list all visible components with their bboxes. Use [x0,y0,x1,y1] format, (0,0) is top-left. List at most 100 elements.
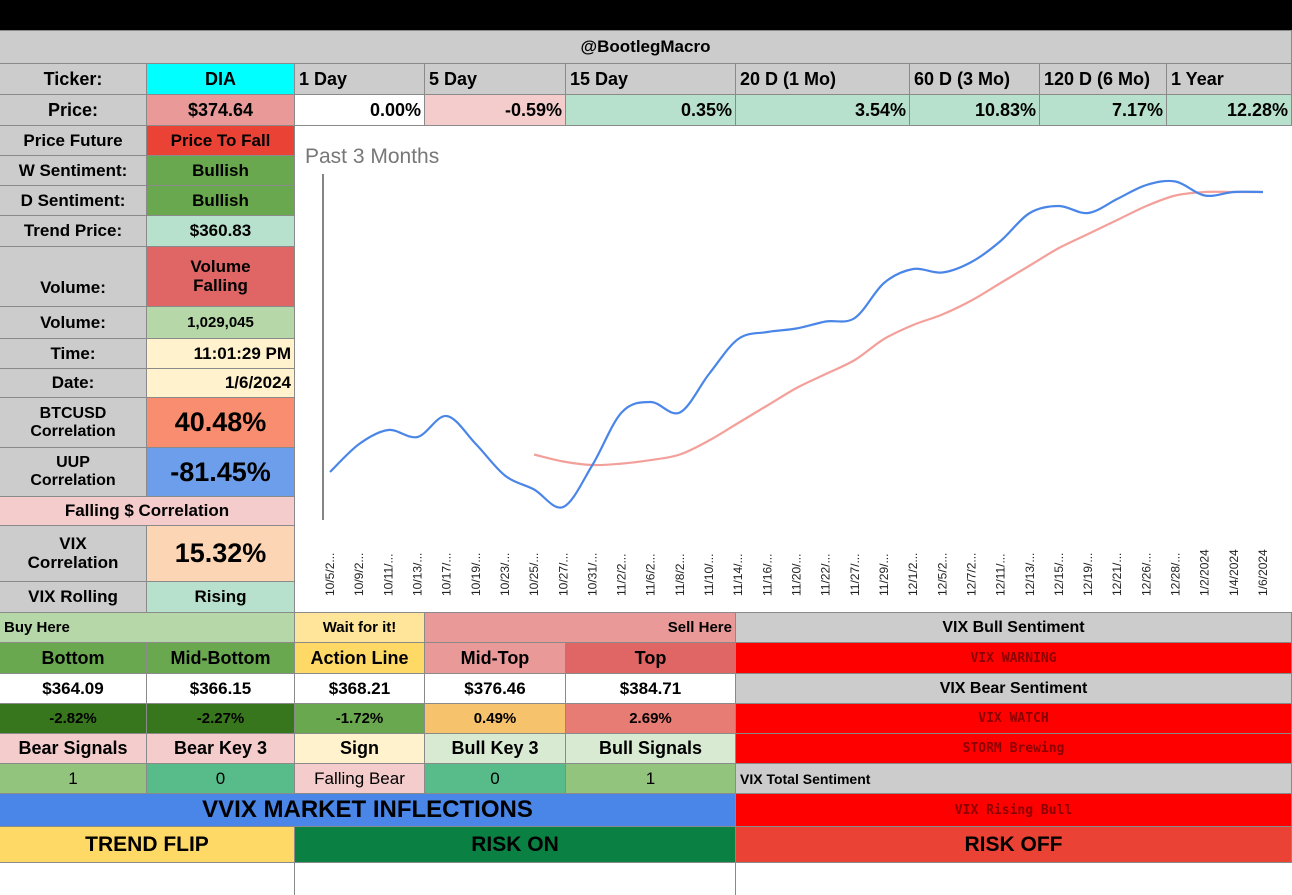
vix-bear-value-storm: STORM Brewing [736,734,1292,764]
volume-trend-value: Volume Falling [147,247,295,307]
price-future-label: Price Future [0,126,147,156]
vix-total-sentiment-label: VIX Total Sentiment [736,764,1292,794]
x-tick-label: 12/21/... [1110,553,1124,596]
x-tick-label: 1/2/2024 [1198,549,1212,596]
wait-label: Wait for it! [295,613,425,643]
volume-label: Volume: [0,307,147,339]
risk-on: RISK ON [295,827,736,863]
vix-corr-label: VIX Correlation [0,526,147,582]
btc-corr-label: BTCUSD Correlation [0,398,147,448]
falling-dollar-correlation: Falling $ Correlation [0,497,295,526]
x-tick-label: 12/26/... [1139,553,1153,596]
level-price-mid-top: $376.46 [425,674,566,704]
signal-label-bull-key-3: Bull Key 3 [425,734,566,764]
vix-bear-sentiment-label: VIX Bear Sentiment [736,674,1292,704]
uup-corr-value: -81.45% [147,448,295,497]
x-tick-label: 10/27/... [556,553,570,596]
chart-panel: Past 3 Months 10/5/2... 10/9/2... 10/11/..… [295,126,1292,613]
period-header-60d: 60 D (3 Mo) [910,64,1040,95]
period-value-20d: 3.54% [736,95,910,126]
volume-trend-label: Volume: [0,247,147,307]
level-pct-mid-bottom: -2.27% [147,704,295,734]
vix-bull-value: VIX WARNING [736,643,1292,674]
period-header-1y: 1 Year [1167,64,1292,95]
x-tick-label: 11/29/... [877,554,891,596]
uup-corr-label: UUP Correlation [0,448,147,497]
period-header-5d: 5 Day [425,64,566,95]
x-tick-label: 12/11/... [994,554,1008,596]
x-tick-label: 12/19/... [1081,553,1095,596]
trend-price-label: Trend Price: [0,216,147,247]
price-label: Price: [0,95,147,126]
x-tick-label: 10/13/... [410,553,424,596]
w-sentiment-label: W Sentiment: [0,156,147,186]
x-tick-label: 11/6/2... [644,554,658,596]
period-header-1d: 1 Day [295,64,425,95]
top-bar [0,0,1292,30]
vix-bear-value-watch: VIX WATCH [736,704,1292,734]
x-tick-label: 11/20/... [790,554,804,596]
price-chart: Past 3 Months 10/5/2... 10/9/2... 10/11/..… [305,145,1270,596]
price-value: $374.64 [147,95,295,126]
w-sentiment-value: Bullish [147,156,295,186]
period-value-1y: 12.28% [1167,95,1292,126]
x-tick-label: 10/31/... [585,553,599,596]
time-label: Time: [0,339,147,369]
x-tick-label: 11/16/... [760,554,774,596]
buy-here-label: Buy Here [0,613,295,643]
signal-label-bear-signals: Bear Signals [0,734,147,764]
trend-flip: TREND FLIP [0,827,295,863]
period-header-20d: 20 D (1 Mo) [736,64,910,95]
volume-trend-label-text: Volume: [40,278,106,297]
x-tick-label: 12/5/2... [935,553,949,596]
x-tick-label: 10/25/... [527,553,541,596]
period-value-15d: 0.35% [566,95,736,126]
level-price-action-line: $368.21 [295,674,425,704]
level-name-mid-bottom: Mid-Bottom [147,643,295,674]
d-sentiment-label: D Sentiment: [0,186,147,216]
vix-total-value: VIX Rising Bull [736,794,1292,827]
vix-rolling-value: Rising [147,582,295,613]
vix-rolling-label: VIX Rolling [0,582,147,613]
empty-cell-right [736,863,1292,895]
x-tick-label: 11/10/... [702,554,716,596]
period-value-60d: 10.83% [910,95,1040,126]
date-value: 1/6/2024 [147,369,295,398]
signal-label-bear-key-3: Bear Key 3 [147,734,295,764]
price-future-value: Price To Fall [147,126,295,156]
signal-value-sign: Falling Bear [295,764,425,794]
period-header-120d: 120 D (6 Mo) [1040,64,1167,95]
x-tick-label: 10/9/2... [352,553,366,596]
signal-value-bear-key-3: 0 [147,764,295,794]
vix-corr-value: 15.32% [147,526,295,582]
x-tick-label: 11/22/... [819,554,833,596]
volume-value: 1,029,045 [147,307,295,339]
trend-price-value: $360.83 [147,216,295,247]
signal-value-bear-signals: 1 [0,764,147,794]
level-name-bottom: Bottom [0,643,147,674]
signal-value-bull-signals: 1 [566,764,736,794]
ticker-value[interactable]: DIA [147,64,295,95]
signal-value-bull-key-3: 0 [425,764,566,794]
level-price-top: $384.71 [566,674,736,704]
level-name-action-line: Action Line [295,643,425,674]
time-value: 11:01:29 PM [147,339,295,369]
x-tick-label: 11/8/2... [673,554,687,596]
empty-cell-left [0,863,295,895]
level-pct-top: 2.69% [566,704,736,734]
x-tick-label: 10/23/... [498,553,512,596]
period-value-5d: -0.59% [425,95,566,126]
level-pct-bottom: -2.82% [0,704,147,734]
d-sentiment-value: Bullish [147,186,295,216]
period-value-1d: 0.00% [295,95,425,126]
x-tick-label: 12/28/... [1169,553,1183,596]
ticker-label: Ticker: [0,64,147,95]
x-tick-label: 12/7/2... [964,553,978,596]
x-tick-label: 10/5/2... [323,553,337,596]
level-price-bottom: $364.09 [0,674,147,704]
header-title: @BootlegMacro [0,30,1292,64]
x-tick-label: 12/13/... [1023,553,1037,596]
x-tick-label: 11/2/2... [615,554,629,596]
x-tick-label: 1/6/2024 [1256,549,1270,596]
average-series-line [533,190,1263,467]
